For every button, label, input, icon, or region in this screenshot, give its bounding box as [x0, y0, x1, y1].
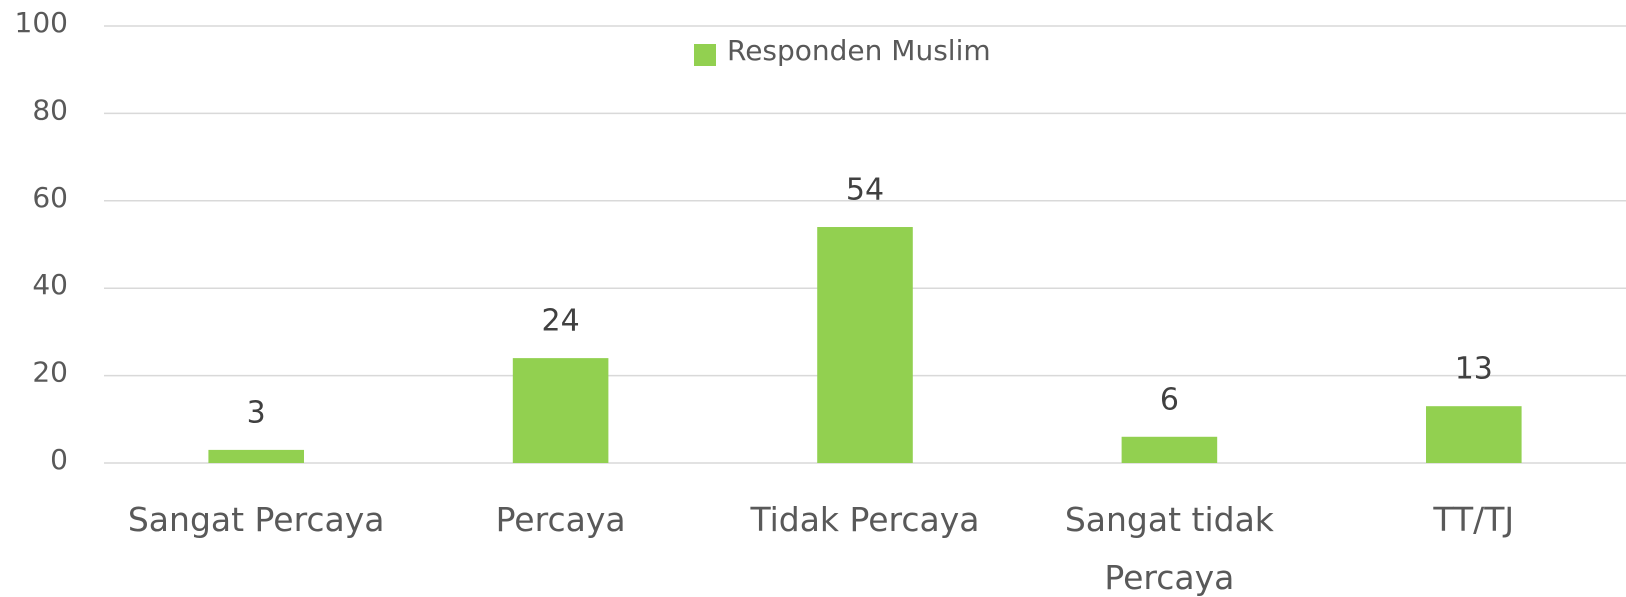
bar	[1121, 436, 1218, 463]
data-label: 54	[846, 173, 884, 208]
y-tick-label: 100	[15, 6, 68, 39]
data-label: 3	[247, 395, 266, 430]
x-tick-label: Tidak Percaya	[750, 500, 980, 539]
x-tick-label: Sangat Percaya	[127, 500, 385, 539]
y-tick-label: 80	[32, 93, 68, 126]
bar	[512, 358, 609, 463]
legend-swatch	[694, 44, 716, 66]
bar	[1426, 406, 1522, 463]
y-tick-label: 60	[32, 181, 68, 214]
x-tick-label: Percaya	[495, 500, 626, 539]
data-label: 13	[1455, 352, 1493, 387]
x-tick-label: TT/TJ	[1433, 500, 1515, 539]
bar	[817, 227, 913, 463]
legend-label: Responden Muslim	[727, 34, 991, 67]
x-tick-label: Sangat tidak Percaya	[1064, 500, 1274, 597]
data-label: 24	[542, 304, 580, 339]
y-tick-label: 20	[32, 356, 68, 389]
data-label: 6	[1160, 382, 1179, 417]
y-tick-label: 0	[50, 443, 68, 476]
y-tick-label: 40	[32, 268, 68, 301]
bar	[208, 449, 304, 463]
